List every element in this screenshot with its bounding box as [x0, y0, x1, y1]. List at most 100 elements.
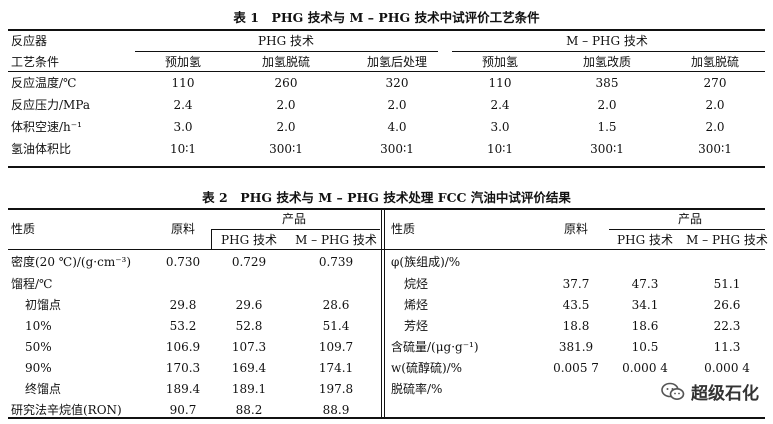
table1-cell: 300∶1: [590, 142, 624, 156]
table2-left-row-label: 50%: [25, 340, 52, 354]
table2-left-cell: 189.4: [165, 382, 201, 396]
table1-reactor-label: 反应器: [11, 34, 48, 48]
table2-right-cell: 0.000 4: [704, 361, 750, 375]
table2-divider-a: [381, 208, 382, 418]
table2-right-cell: 381.9: [558, 340, 594, 354]
table1-cell: 110: [171, 76, 195, 90]
table2-right-row-label: 烷烃: [404, 277, 429, 291]
table2-right-row-label: φ(族组成)/%: [391, 255, 461, 269]
table2-right-cell: 18.6: [631, 319, 659, 333]
table1-header-rule: [8, 71, 765, 72]
table2-right-cell: 26.6: [713, 298, 741, 312]
table1-cell: 4.0: [387, 120, 407, 134]
table2-right-h-property: 性质: [391, 222, 416, 236]
table2-right-cell: 43.5: [562, 298, 590, 312]
table1-col-header: 预加氢: [481, 55, 519, 69]
table2-right-cell: 11.3: [713, 340, 741, 354]
table2-right-cell: 37.7: [562, 277, 590, 291]
table1-group-phg: PHG 技术: [258, 34, 314, 48]
table2-left-product-rule: [211, 229, 380, 230]
table2-right-row-label: 烯烃: [404, 298, 429, 312]
table2-right-row-label: 含硫量/(μg·g⁻¹): [391, 340, 479, 354]
table2-left-cell: 189.1: [231, 382, 267, 396]
table2-left-h-phg: PHG 技术: [221, 233, 277, 247]
table1-cell: 3.0: [173, 120, 193, 134]
table2-right-h-product: 产品: [677, 212, 703, 226]
table1-cell: 270: [703, 76, 727, 90]
table2-bottom-rule: [8, 417, 765, 419]
table2-left-row-label: 初馏点: [25, 298, 62, 312]
table2-left-row-label: 馏程/℃: [11, 277, 53, 291]
table1-bottom-rule: [8, 166, 765, 168]
table2-left-cell: 170.3: [165, 361, 201, 375]
table1-cell: 300∶1: [269, 142, 303, 156]
table1-col-header: 加氢后处理: [366, 55, 428, 69]
table1-cell: 320: [385, 76, 409, 90]
table1-cell: 2.0: [705, 120, 725, 134]
table1-cell: 300∶1: [380, 142, 414, 156]
table2-left-cell: 52.8: [235, 319, 263, 333]
table2-left-row-label: 终馏点: [25, 382, 62, 396]
table2-left-row-label: 密度(20 ℃)/(g·cm⁻³): [11, 255, 132, 269]
table1-col-header: 加氢脱硫: [261, 55, 311, 69]
watermark-text: 超级石化: [691, 384, 759, 404]
table2-left-cell: 0.739: [318, 255, 354, 269]
table2-right-cell: 10.5: [631, 340, 659, 354]
table2-left-cell: 0.729: [231, 255, 267, 269]
table1-cell: 10∶1: [169, 142, 197, 156]
table1-row-label: 反应压力/MPa: [11, 98, 91, 112]
table2-header-rule: [8, 249, 765, 250]
table1-group-rule-mphg: [452, 51, 765, 52]
table1-cell: 3.0: [490, 120, 510, 134]
table2-left-cell: 197.8: [318, 382, 354, 396]
table2-right-cell: 18.8: [562, 319, 590, 333]
table2-right-cell: 47.3: [631, 277, 659, 291]
table2-right-row-label: w(硫醇硫)/%: [391, 361, 463, 375]
table1-row-label: 氢油体积比: [11, 142, 72, 156]
table1-col-header: 加氢改质: [582, 55, 632, 69]
table2-right-cell: 22.3: [713, 319, 741, 333]
table2-left-cell: 0.730: [165, 255, 201, 269]
table2-right-row-label: 脱硫率/%: [391, 382, 443, 396]
table2-right-cell: 0.000 4: [622, 361, 668, 375]
table2-right-h-phg: PHG 技术: [617, 233, 673, 247]
table2-right-cell: 51.1: [713, 277, 741, 291]
table2-left-cell: 51.4: [322, 319, 350, 333]
table1-group-rule-phg: [135, 51, 438, 52]
table2-left-h-raw: 原料: [170, 222, 196, 236]
table1-group-mphg: M – PHG 技术: [566, 34, 648, 48]
table1-cell: 110: [488, 76, 512, 90]
table1-cell: 2.0: [276, 120, 296, 134]
table2-caption: 表 2 PHG 技术与 M – PHG 技术处理 FCC 汽油中试评价结果: [202, 190, 571, 205]
table2-divider-b: [384, 208, 385, 418]
table1-cell: 1.5: [597, 120, 617, 134]
table1-cell: 2.4: [490, 98, 510, 112]
table2-right-h-mphg: M – PHG 技术: [686, 233, 768, 247]
table2-left-cell: 29.8: [169, 298, 197, 312]
table1-cell: 2.4: [173, 98, 193, 112]
table2-left-cell: 169.4: [231, 361, 267, 375]
table1-cell: 2.0: [387, 98, 407, 112]
table2-left-cell: 88.2: [235, 403, 263, 417]
table1-col-header: 预加氢: [164, 55, 202, 69]
table2-left-cell: 106.9: [165, 340, 201, 354]
table1-caption: 表 1 PHG 技术与 M – PHG 技术中试评价工艺条件: [233, 10, 540, 25]
table1-process-label: 工艺条件: [11, 55, 60, 69]
table2-left-row-label: 90%: [25, 361, 52, 375]
table2-left-cell: 90.7: [169, 403, 197, 417]
table1-cell: 10∶1: [486, 142, 514, 156]
table2-left-v1: [211, 229, 212, 249]
table1-cell: 300∶1: [698, 142, 732, 156]
table1-row-label: 反应温度/℃: [11, 76, 77, 90]
table1-row-label: 体积空速/h⁻¹: [11, 120, 82, 134]
table2-right-row-label: 芳烃: [404, 319, 429, 333]
wechat-icon: [661, 382, 685, 402]
table2-left-h-mphg: M – PHG 技术: [295, 233, 377, 247]
table2-right-cell: 34.1: [631, 298, 659, 312]
table2-left-row-label: 10%: [25, 319, 52, 333]
table1-cell: 385: [595, 76, 619, 90]
table2-left-h-property: 性质: [11, 222, 36, 236]
table1-cell: 2.0: [276, 98, 296, 112]
table2-left-cell: 109.7: [318, 340, 354, 354]
table2-left-cell: 107.3: [231, 340, 267, 354]
